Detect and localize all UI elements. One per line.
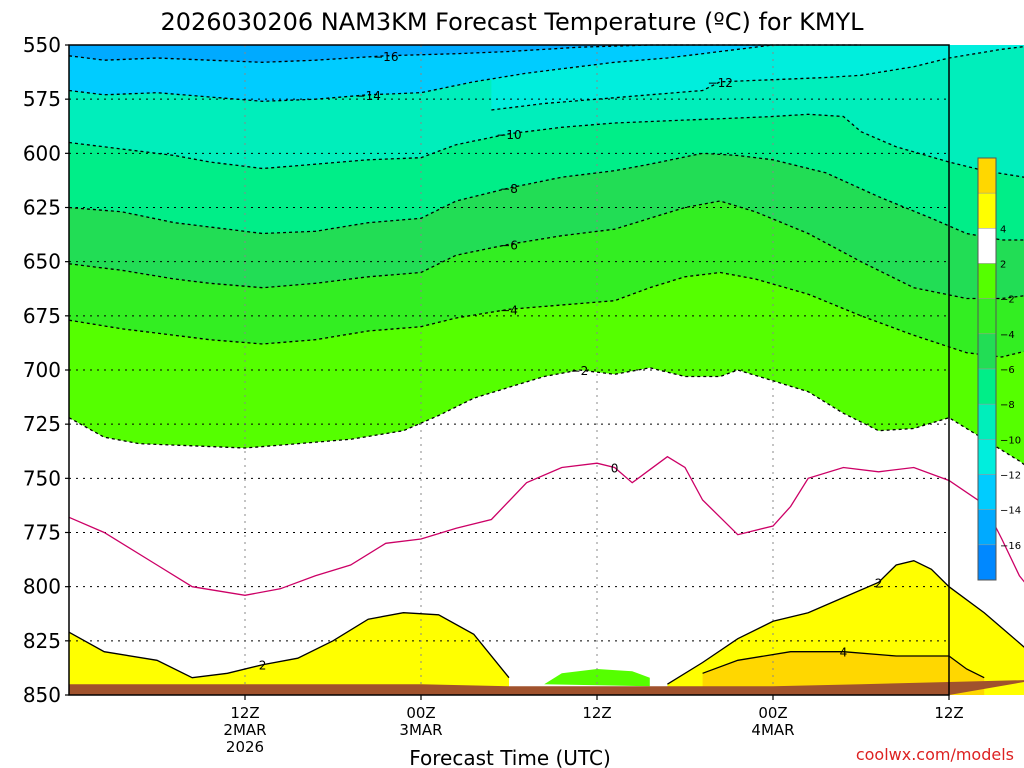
colorbar-frame	[977, 157, 997, 581]
colorbar-swatch	[977, 474, 997, 510]
isotherm-label: −10	[496, 128, 521, 142]
y-tick-label: 825	[23, 629, 61, 653]
colorbar-swatch	[977, 298, 997, 335]
x-tick-label: 3MAR	[399, 721, 442, 739]
isotherm-label: 2	[259, 659, 267, 673]
y-tick-label: 575	[23, 87, 61, 111]
colorbar-swatch	[977, 403, 997, 440]
y-tick-label: 800	[23, 575, 61, 599]
colorbar-swatch	[977, 157, 997, 194]
y-tick-label: 600	[23, 141, 61, 165]
colorbar-swatch	[977, 333, 997, 370]
isotherm-label: −6	[500, 238, 518, 252]
y-tick-label: 750	[23, 466, 61, 490]
isotherm-line	[68, 44, 774, 102]
x-tick-label: 00Z	[406, 704, 435, 722]
isotherm-line	[68, 152, 1024, 241]
colorbar-swatch	[977, 228, 997, 264]
colorbar-label: −16	[1000, 541, 1021, 552]
y-axis: 550 575 600 625 650 675 700 725 750 775 800 825 850	[23, 33, 69, 707]
isotherm-line	[667, 560, 1024, 685]
isotherm-line	[68, 113, 1024, 178]
colorbar-label: −6	[1000, 365, 1015, 376]
y-tick-label: 850	[23, 683, 61, 707]
y-tick-label: 650	[23, 250, 61, 274]
isotherm-label: −4	[500, 303, 518, 317]
isotherm-label: −2	[571, 364, 589, 378]
colorbar-swatch	[977, 192, 997, 229]
isotherm-line	[68, 200, 1024, 300]
colorbar-swatch	[977, 439, 997, 475]
isotherm-label: −12	[708, 76, 733, 90]
band-fill	[544, 669, 650, 687]
x-tick-label: 12Z	[582, 704, 611, 722]
isotherm-label: −8	[500, 182, 518, 196]
isotherm-line	[68, 271, 1024, 358]
colorbar-label: −14	[1000, 506, 1021, 517]
band-fill	[69, 45, 861, 63]
terrain-fill	[69, 680, 1024, 695]
colorbar-label: 2	[1000, 260, 1006, 271]
colorbar-label: −10	[1000, 435, 1021, 446]
colorbar-label: −4	[1000, 330, 1015, 341]
x-tick-label: 4MAR	[751, 721, 794, 739]
isotherm-label: 0	[611, 462, 619, 476]
colorbar-swatch	[977, 263, 997, 299]
isotherm-lines: −16 −14 −12 −10 −8 −6 −4 −2 0 2 2 4	[68, 44, 1024, 685]
y-tick-label: 725	[23, 412, 61, 436]
isotherm-line	[68, 367, 1024, 466]
x-tick-label: 12Z	[934, 704, 963, 722]
x-tick-label: 12Z	[230, 704, 259, 722]
colorbar-label: −2	[1000, 295, 1015, 306]
x-tick-label: 00Z	[758, 704, 787, 722]
isotherm-line	[702, 651, 985, 679]
isotherm-label: 4	[840, 646, 848, 660]
y-tick-label: 625	[23, 196, 61, 220]
isotherm-label: −14	[356, 89, 381, 103]
y-tick-label: 675	[23, 304, 61, 328]
isotherm-line	[68, 455, 1024, 596]
colorbar-label: −8	[1000, 400, 1015, 411]
colorbar-swatch	[977, 544, 997, 581]
x-tick-label: 2MAR	[223, 721, 266, 739]
color-bar: 4 2 −2 −4 −6 −8 −10 −12 −14 −16	[977, 157, 1021, 581]
y-tick-label: 550	[23, 33, 61, 57]
colorbar-label: 4	[1000, 224, 1006, 235]
y-tick-label: 775	[23, 521, 61, 545]
credit-text: coolwx.com/models	[856, 745, 1014, 764]
isotherm-line	[68, 612, 510, 679]
band-fill	[69, 612, 509, 695]
x-tick-label: 2026	[226, 738, 264, 756]
plot-area: −16 −14 −12 −10 −8 −6 −4 −2 0 2 2 4	[68, 44, 1024, 696]
colorbar-swatch	[977, 509, 997, 546]
colorbar-label: −12	[1000, 471, 1021, 482]
colorbar-swatch	[977, 368, 997, 405]
chart-title: 2026030206 NAM3KM Forecast Temperature (…	[160, 8, 864, 36]
x-axis-label: Forecast Time (UTC)	[409, 746, 611, 768]
isotherm-label: −16	[373, 50, 398, 64]
y-tick-label: 700	[23, 358, 61, 382]
isotherm-label: 2	[875, 576, 883, 590]
